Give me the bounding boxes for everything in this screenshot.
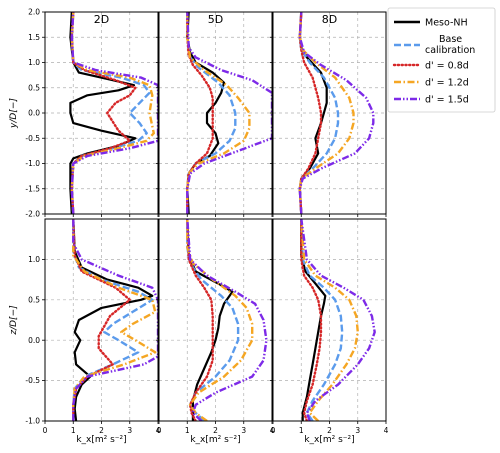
x-axis-label-5d: k_x[m² s⁻²] (190, 435, 240, 445)
x-tick-label-r2-2d: 2 (99, 426, 104, 435)
series-line-d-0-8d-r2-8d (300, 219, 323, 421)
series-line-meso-nh-r2-5d (186, 219, 234, 421)
x-tick-label-r2-8d: 3 (355, 426, 360, 435)
y-tick-label-r2: -0.5 (25, 376, 40, 385)
y-tick-label-r1: 0.0 (28, 109, 40, 118)
series-line-d-1-2d-r2-2d (72, 219, 157, 421)
series-line-d-1-2d-r2-5d (186, 219, 254, 421)
series-line-d-1-5d-r1-5d (186, 12, 272, 214)
x-tick-label-r2-5d: 4 (270, 426, 275, 435)
panel-title-8d: 8D (322, 13, 337, 26)
series-line-d-1-5d-r2-5d (186, 219, 268, 421)
y-tick-label-r1: -0.5 (25, 134, 40, 143)
panel-grid: 2D -2.0 -1.5 -1.0 -0.5 0.0 0.5 1.0 1.5 2.0 5D 8D y/D… (9, 8, 389, 445)
series-group-r2-8d (300, 219, 376, 421)
legend-label-d-1-2d: d' = 1.2d (425, 78, 469, 89)
x-tick-label-r2-2d: 1 (71, 426, 76, 435)
x-tick-label-r2-5d: 1 (185, 426, 190, 435)
y-tick-label-r1: -1.0 (25, 159, 40, 168)
x-tick-label-r2-5d: 3 (241, 426, 246, 435)
x-tick-label-r2-5d: 2 (213, 426, 218, 435)
series-line-d-1-5d-r2-2d (72, 219, 158, 421)
series-line-meso-nh-r1-2d (69, 12, 137, 214)
y-tick-label-r2: 1.0 (28, 255, 40, 264)
legend-label-d-0-8d: d' = 0.8d (425, 61, 469, 72)
series-line-d-1-5d-r2-8d (300, 219, 376, 421)
series-line-meso-nh-r2-8d (300, 219, 327, 421)
y-tick-label-r2: 0.5 (28, 295, 40, 304)
y-tick-label-r1: 0.5 (28, 83, 40, 92)
panel-r2-2d: 0 1 2 3 4 -1.0 -0.5 0.0 0.5 1.0 k_x[m² s⁻²] (25, 218, 161, 445)
panel-r2-5d: 0 1 2 3 4 k_x[m² s⁻²] (156, 218, 275, 445)
y-tick-label-r1: 1.5 (28, 33, 40, 42)
y-tick-label-r2: 0.0 (28, 336, 40, 345)
y-axis-label-r2: z/D[−] (9, 305, 19, 336)
legend-label-d-1-5d: d' = 1.5d (425, 95, 469, 106)
x-axis-label-8d: k_x[m² s⁻²] (304, 435, 354, 445)
series-line-base-calibration-r1-8d (298, 12, 340, 214)
series-line-base-calibration-r1-5d (186, 12, 237, 214)
x-tick-label-r2-8d: 1 (299, 426, 304, 435)
y-tick-label-r1: 1.0 (28, 58, 40, 67)
y-tick-label-r1: 2.0 (28, 8, 40, 17)
legend-frame (387, 7, 496, 113)
x-tick-label-r2-8d: 0 (271, 426, 276, 435)
y-tick-label-r1: -1.5 (25, 184, 40, 193)
panel-r1-5d: 5D (156, 11, 273, 217)
legend-label-meso-nh: Meso-NH (425, 18, 468, 29)
series-group-r1-5d (186, 12, 272, 214)
x-tick-label-r2-5d: 0 (157, 426, 162, 435)
x-tick-label-r2-2d: 4 (156, 426, 161, 435)
x-tick-label-r2-8d: 2 (327, 426, 332, 435)
legend: Meso-NH Base calibration d' = 0.8d d' = 1.2d… (387, 7, 496, 113)
series-line-d-1-5d-r1-8d (298, 12, 375, 214)
panel-r2-8d: 0 1 2 3 4 k_x[m² s⁻²] (270, 218, 389, 445)
series-group-r2-5d (186, 219, 268, 421)
series-line-d-1-2d-r1-5d (186, 12, 251, 214)
x-axis-label-2d: k_x[m² s⁻²] (76, 435, 126, 445)
y-tick-label-r2: -1.0 (25, 417, 40, 426)
series-line-meso-nh-r2-2d (72, 219, 154, 421)
x-tick-label-r2-8d: 4 (384, 426, 389, 435)
panel-r1-8d: 8D (270, 11, 387, 217)
panel-title-2d: 2D (94, 13, 109, 26)
panel-title-5d: 5D (208, 13, 223, 26)
series-group-r1-8d (298, 12, 375, 214)
series-line-d-1-5d-r1-2d (70, 12, 158, 214)
x-tick-label-r2-2d: 0 (43, 426, 48, 435)
series-line-base-calibration-r2-2d (72, 219, 154, 421)
y-tick-label-r1: -2.0 (25, 210, 40, 219)
panel-r1-2d: 2D -2.0 -1.5 -1.0 -0.5 0.0 0.5 1.0 1.5 2.0 (25, 8, 159, 219)
x-tick-label-r2-2d: 3 (127, 426, 132, 435)
series-group-r2-2d (72, 219, 158, 421)
series-line-meso-nh-r1-5d (186, 12, 226, 214)
series-group-r1-2d (69, 12, 158, 214)
y-axis-label-r1: y/D[−] (9, 98, 19, 129)
series-line-base-calibration-r2-8d (300, 219, 344, 421)
legend-label-base-calibration: Base calibration (425, 34, 475, 56)
